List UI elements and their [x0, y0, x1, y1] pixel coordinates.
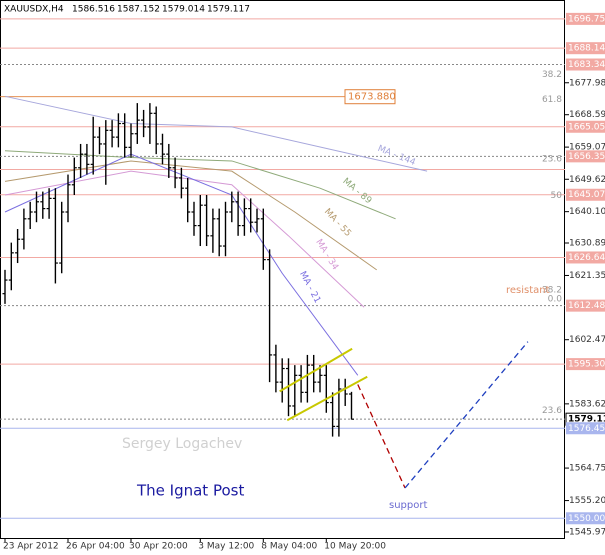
header-close: 1579.117	[207, 5, 250, 15]
y-tick-label: 1630.89	[569, 239, 605, 249]
fib-label: 61.8	[542, 95, 562, 105]
channel-line	[286, 375, 368, 422]
y-tick-label: 1640.10	[569, 207, 605, 217]
level-label: 1665.05	[568, 122, 605, 132]
forecast-line	[404, 341, 529, 489]
fib-label: 0.0	[548, 295, 563, 305]
header-low: 1579.014	[162, 5, 205, 15]
x-tick-label: 23 Apr 2012	[3, 542, 59, 552]
moving-average	[4, 95, 428, 172]
level-label-box	[566, 358, 605, 371]
level-label-box	[566, 422, 605, 435]
header-high: 1587.152	[117, 5, 160, 15]
forecast-line	[357, 384, 406, 489]
x-tick-label: 26 Apr 04:00	[66, 542, 125, 552]
level-label-box	[566, 42, 605, 55]
level-label-box	[566, 150, 605, 163]
header-open: 1586.516	[72, 5, 115, 15]
y-tick-label: 1545.97	[569, 527, 605, 537]
x-tick-label: 10 May 20:00	[324, 542, 386, 552]
level-label: 1626.64	[568, 253, 605, 263]
y-tick-label: 1583.62	[569, 399, 605, 409]
y-tick-label: 1564.75	[569, 464, 605, 474]
level-label-box	[566, 58, 605, 71]
level-label: 1550.00	[568, 514, 605, 524]
y-tick-label: 1621.35	[569, 271, 605, 281]
level-label: 1576.45	[568, 424, 605, 434]
level-label-box	[566, 299, 605, 312]
level-label: 1688.14	[568, 44, 605, 54]
fib-label: 23.6	[542, 154, 562, 164]
symbol: XAUUSDX,H4	[4, 5, 64, 15]
level-label-box	[566, 120, 605, 133]
y-tick-label: 1602.47	[569, 335, 605, 345]
annotations: resistant support Sergey Logachev The Ig…	[122, 285, 550, 511]
author: Sergey Logachev	[122, 436, 242, 452]
level-label: 1579.11	[568, 415, 605, 425]
axis-area: 1545.97 1555.20 1564.75 1583.62 1602.47 1621.…	[3, 12, 605, 552]
channel-line	[279, 347, 353, 393]
level-label: 1696.75	[568, 14, 605, 24]
level-label: 1683.34	[568, 60, 605, 70]
fib-label: 23.6	[542, 406, 562, 416]
fib-label: 50	[551, 191, 563, 201]
header: XAUUSDX,H4 1586.516 1587.152 1579.014 15…	[4, 5, 250, 15]
fib-label: 38.2	[542, 70, 562, 80]
level-label: 1612.48	[568, 301, 605, 311]
y-tick-label: 1649.62	[569, 175, 605, 185]
level-label-box	[566, 12, 605, 25]
x-tick-label: 3 May 12:00	[198, 542, 254, 552]
level-label-box	[566, 251, 605, 264]
level-label-box	[566, 188, 605, 201]
resistant-note: resistant	[506, 285, 550, 296]
level-label: 1645.07	[568, 190, 605, 200]
moving-average	[4, 160, 377, 271]
level-label: 1656.35	[568, 152, 605, 162]
level-label-box	[566, 512, 605, 525]
x-tick-label: 8 May 04:00	[261, 542, 317, 552]
brand: The Ignat Post	[136, 482, 244, 500]
y-tick-label: 1668.59	[569, 110, 605, 120]
level-label: 1595.30	[568, 360, 605, 370]
y-tick-label: 1677.98	[569, 78, 605, 88]
y-tick-label: 1555.20	[569, 496, 605, 506]
moving-average	[4, 170, 365, 308]
x-tick-label: 30 Apr 20:00	[129, 542, 188, 552]
price-box-label: 1673.880	[348, 92, 396, 103]
fib-label: 38.2	[542, 285, 562, 295]
y-tick-label: 1659.07	[569, 143, 605, 153]
moving-average	[4, 150, 396, 220]
support-note: support	[389, 500, 427, 511]
price-box	[344, 89, 396, 105]
plot-frame	[0, 0, 565, 539]
